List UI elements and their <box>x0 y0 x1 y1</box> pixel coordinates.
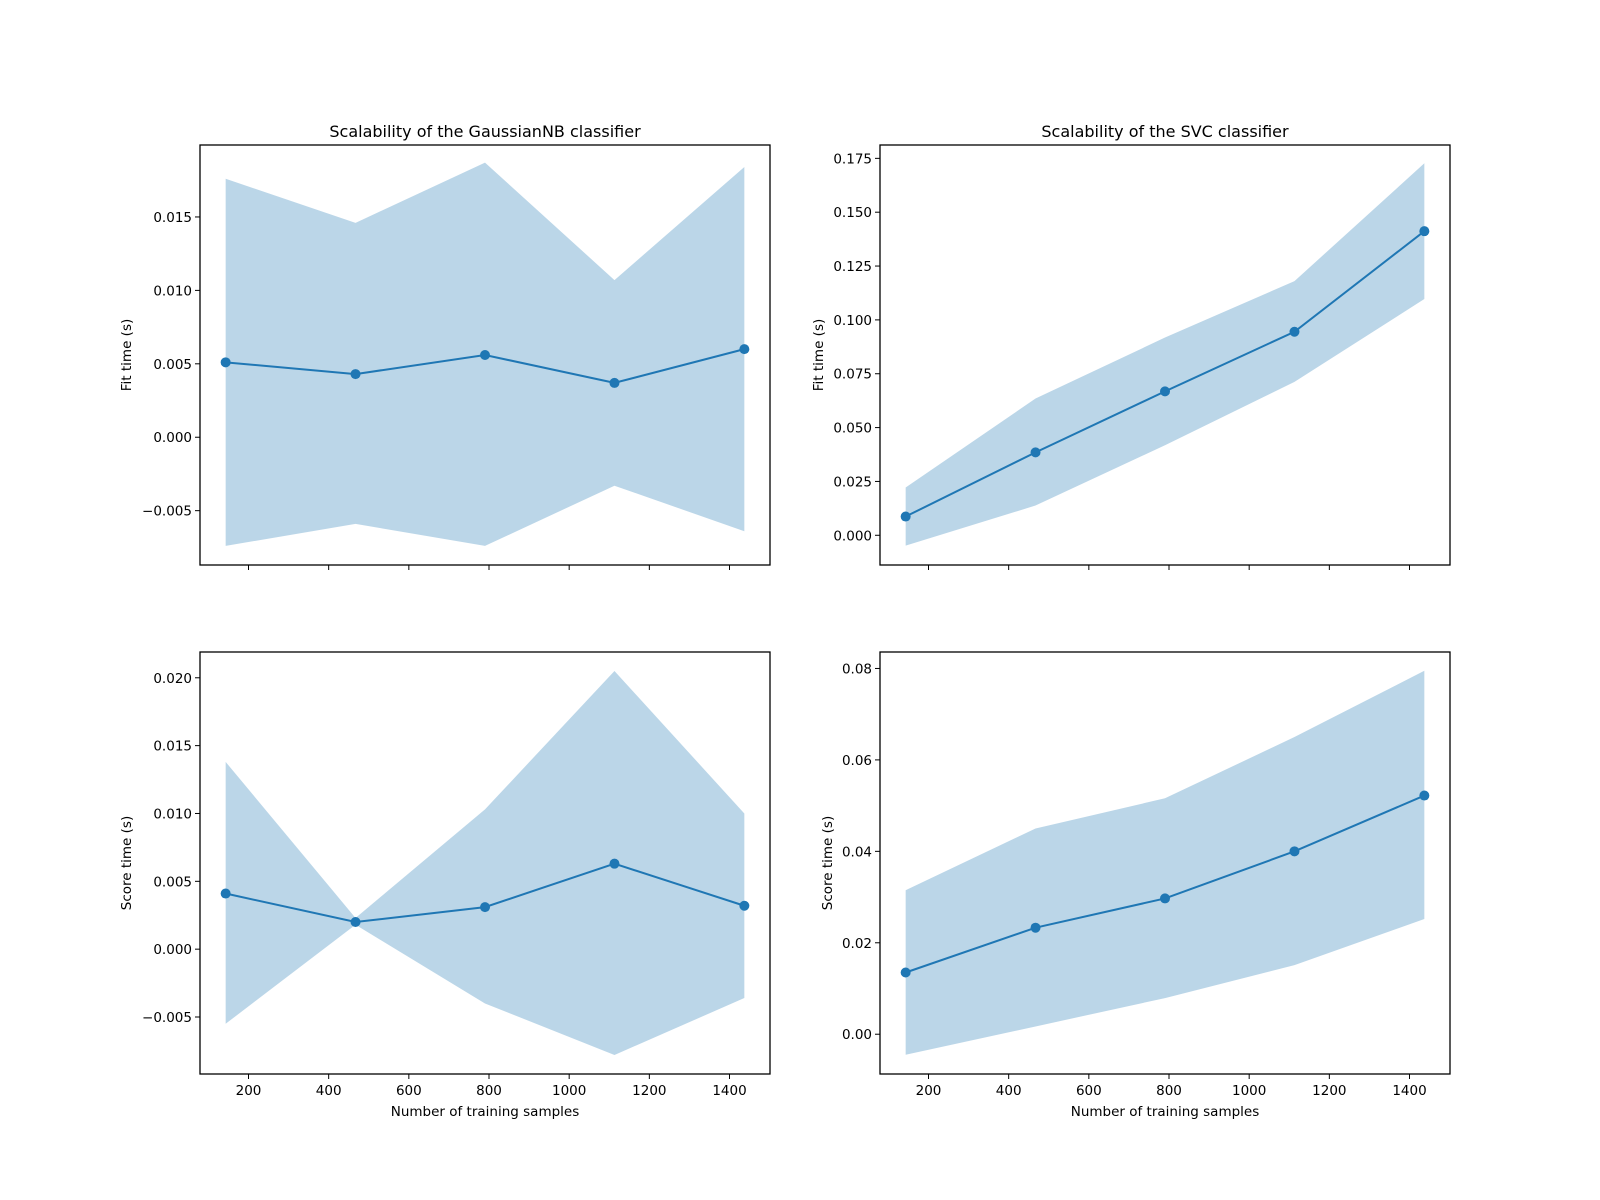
y-tick-label: 0.150 <box>833 205 872 221</box>
axes-frame <box>199 651 771 1075</box>
panel-nb-score: Score time (s) Number of training sample… <box>119 651 771 1120</box>
y-tick-label: 0.010 <box>153 806 192 822</box>
x-tick-label: 1200 <box>632 1083 666 1099</box>
data-point <box>1289 326 1300 337</box>
data-point <box>220 357 231 368</box>
y-tick-label: 0.06 <box>842 753 872 769</box>
y-axis-label: Score time (s) <box>119 816 135 910</box>
y-tick-label: 0.000 <box>153 942 192 958</box>
data-point <box>609 858 620 869</box>
data-point <box>1419 790 1430 801</box>
y-tick-label: 0.125 <box>833 259 872 275</box>
data-point <box>350 917 361 928</box>
x-tick-label: 400 <box>996 1083 1022 1099</box>
axes-frame <box>199 144 771 566</box>
data-point <box>739 344 750 355</box>
y-tick-label: 0.000 <box>833 528 872 544</box>
y-axis-label: Score time (s) <box>820 816 836 910</box>
data-point <box>350 369 361 380</box>
x-axis-label: Number of training samples <box>391 1104 580 1120</box>
data-point <box>1419 226 1430 237</box>
y-axis-label: Fit time (s) <box>119 319 135 391</box>
x-tick-label: 400 <box>316 1083 342 1099</box>
y-tick-label: −0.005 <box>142 1010 192 1026</box>
x-tick-label: 1000 <box>1232 1083 1266 1099</box>
x-tick-label: 600 <box>396 1083 422 1099</box>
y-tick-label: 0.015 <box>153 739 192 755</box>
y-tick-label: 0.08 <box>842 661 872 677</box>
panel-svc-fit: Scalability of the SVC classifier Fit ti… <box>811 122 1451 570</box>
data-point <box>1030 922 1041 933</box>
y-tick-label: 0.005 <box>153 874 192 890</box>
y-tick-label: −0.005 <box>142 504 192 520</box>
panel-title: Scalability of the SVC classifier <box>1041 122 1289 141</box>
x-tick-label: 1400 <box>712 1083 746 1099</box>
y-tick-label: 0.02 <box>842 936 872 952</box>
data-point <box>609 377 620 388</box>
y-tick-label: 0.000 <box>153 430 192 446</box>
data-point <box>1289 846 1300 857</box>
y-tick-label: 0.015 <box>153 210 192 226</box>
y-tick-label: 0.075 <box>833 367 872 383</box>
x-tick-label: 200 <box>916 1083 942 1099</box>
y-tick-label: 0.020 <box>153 671 192 687</box>
y-tick-label: 0.00 <box>842 1027 872 1043</box>
y-tick-label: 0.100 <box>833 313 872 329</box>
y-tick-label: 0.025 <box>833 474 872 490</box>
x-axis-label: Number of training samples <box>1071 1104 1260 1120</box>
data-point <box>1160 893 1170 904</box>
y-tick-label: 0.04 <box>842 844 872 860</box>
data-point <box>220 888 231 899</box>
std-band <box>905 670 1425 1055</box>
data-point <box>480 902 490 913</box>
x-tick-label: 800 <box>476 1083 502 1099</box>
data-point <box>739 900 750 911</box>
x-tick-label: 1200 <box>1312 1083 1346 1099</box>
x-tick-label: 1400 <box>1392 1083 1426 1099</box>
data-point <box>480 350 490 360</box>
data-point <box>1160 386 1170 397</box>
y-axis-label: Fit time (s) <box>811 319 827 391</box>
data-point <box>1030 447 1041 458</box>
x-tick-label: 200 <box>236 1083 262 1099</box>
axes-frame <box>879 651 1451 1075</box>
y-tick-label: 0.050 <box>833 421 872 437</box>
data-point <box>900 511 911 522</box>
panel-svc-score: Score time (s) Number of training sample… <box>820 651 1451 1120</box>
y-tick-label: 0.010 <box>153 283 192 299</box>
y-tick-label: 0.005 <box>153 357 192 373</box>
x-tick-label: 600 <box>1076 1083 1102 1099</box>
std-band <box>225 670 745 1056</box>
panel-nb-fit: Scalability of the GaussianNB classifier… <box>119 122 771 570</box>
x-tick-label: 800 <box>1156 1083 1182 1099</box>
data-point <box>900 967 911 978</box>
axes-frame <box>879 144 1451 566</box>
x-tick-label: 1000 <box>552 1083 586 1099</box>
panel-title: Scalability of the GaussianNB classifier <box>329 122 641 141</box>
y-tick-label: 0.175 <box>833 151 872 167</box>
